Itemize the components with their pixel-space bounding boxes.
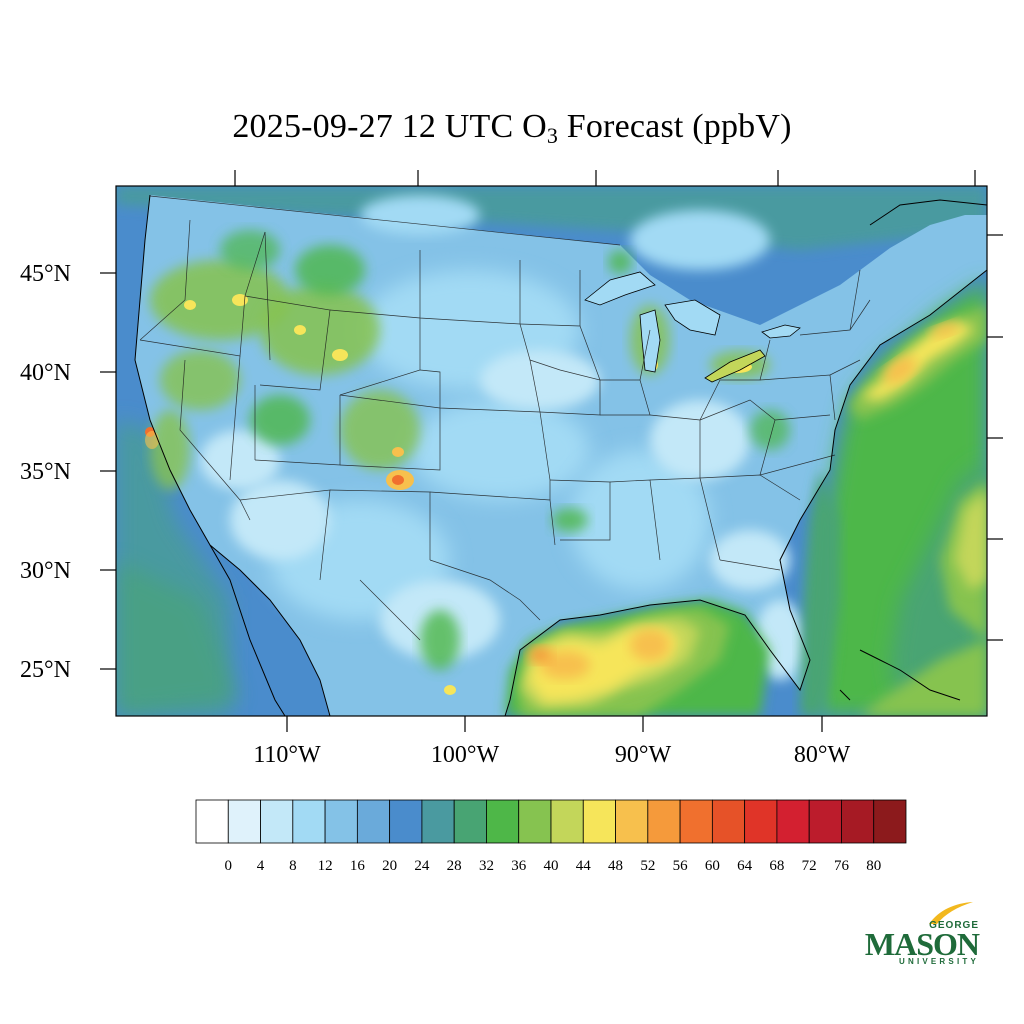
colorbar-tick-label: 68 bbox=[769, 858, 784, 874]
colorbar-tick-label: 80 bbox=[866, 858, 881, 874]
colorbar-swatch bbox=[227, 799, 261, 844]
colorbar-tick-label: 52 bbox=[640, 858, 655, 874]
colorbar-swatch bbox=[615, 799, 649, 844]
map-title: 2025-09-27 12 UTC O3 Forecast (ppbV) bbox=[232, 108, 792, 148]
colorbar-tick-label: 60 bbox=[705, 858, 720, 874]
swoosh-icon bbox=[929, 902, 973, 924]
colorbar-swatch bbox=[324, 799, 358, 844]
colorbar-tick-label: 36 bbox=[511, 858, 527, 874]
colorbar-swatch bbox=[582, 799, 616, 844]
colorbar-tick-label: 40 bbox=[544, 858, 559, 874]
colorbar-tick-label: 20 bbox=[382, 858, 397, 874]
colorbar-tick-label: 0 bbox=[225, 858, 233, 874]
colorbar-tick-label: 64 bbox=[737, 858, 753, 874]
lat-label-30n: 30°N bbox=[20, 558, 71, 584]
colorbar-tick-label: 32 bbox=[479, 858, 494, 874]
lon-label-100w: 100°W bbox=[431, 742, 500, 768]
lon-label-80w: 80°W bbox=[794, 742, 851, 768]
ozone-field bbox=[116, 186, 987, 716]
colorbar-tick-label: 24 bbox=[414, 858, 430, 874]
colorbar-tick-label: 56 bbox=[673, 858, 689, 874]
colorbar-swatch bbox=[518, 799, 552, 844]
colorbar-swatch bbox=[711, 799, 746, 844]
colorbar-swatch bbox=[808, 799, 842, 844]
colorbar: 0 4 8 12 16 20 24 28 32 36 40 44 48 52 56 60 64 68 72 76 80 bbox=[0, 790, 1024, 880]
lat-label-45n: 45°N bbox=[20, 261, 71, 287]
colorbar-tick-label: 72 bbox=[802, 858, 817, 874]
colorbar-swatch bbox=[421, 799, 455, 844]
lon-label-90w: 90°W bbox=[615, 742, 672, 768]
colorbar-tick-label: 44 bbox=[576, 858, 592, 874]
colorbar-swatch bbox=[486, 799, 520, 844]
colorbar-tick-label: 4 bbox=[257, 858, 265, 874]
colorbar-tick-label: 76 bbox=[834, 858, 850, 874]
colorbar-swatch bbox=[292, 799, 326, 844]
lat-label-25n: 25°N bbox=[20, 657, 71, 683]
colorbar-swatch bbox=[679, 799, 713, 844]
colorbar-swatch bbox=[647, 799, 681, 844]
colorbar-swatch bbox=[776, 799, 810, 844]
colorbar-swatch bbox=[550, 799, 584, 844]
lat-label-35n: 35°N bbox=[20, 459, 71, 485]
colorbar-swatch bbox=[841, 799, 875, 844]
colorbar-tick-label: 28 bbox=[447, 858, 462, 874]
map-frame bbox=[115, 185, 988, 717]
ozone-map-figure: 45°N 40°N 35°N 30°N 25°N 110°W 100°W 90°… bbox=[20, 170, 1003, 768]
colorbar-swatch bbox=[873, 799, 907, 844]
colorbar-tick-label: 16 bbox=[350, 858, 366, 874]
colorbar-swatch bbox=[260, 799, 294, 844]
lat-label-40n: 40°N bbox=[20, 360, 71, 386]
lon-label-110w: 110°W bbox=[253, 742, 321, 768]
colorbar-tick-label: 12 bbox=[318, 858, 333, 874]
colorbar-swatch bbox=[356, 799, 391, 844]
colorbar-tick-label: 48 bbox=[608, 858, 623, 874]
colorbar-tick-label: 8 bbox=[289, 858, 297, 874]
colorbar-swatch bbox=[195, 799, 229, 844]
colorbar-swatch bbox=[453, 799, 487, 844]
colorbar-swatch bbox=[744, 799, 778, 844]
gmu-logo: GEORGE MASON UNIVERSITY bbox=[865, 900, 1005, 970]
colorbar-swatch bbox=[389, 799, 423, 844]
